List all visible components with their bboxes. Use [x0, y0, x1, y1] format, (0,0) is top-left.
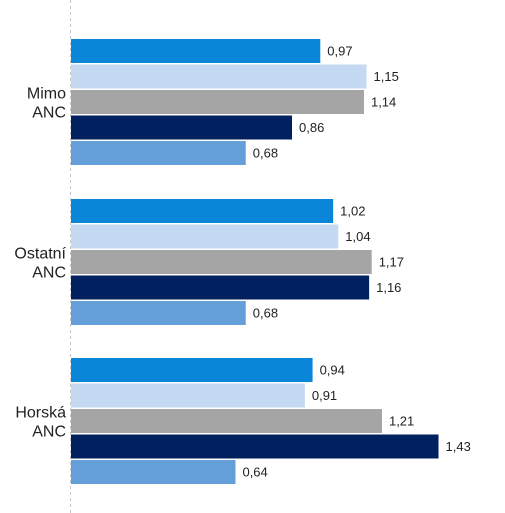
value-label-3-2: 0,91: [312, 388, 337, 403]
value-label-3-3: 1,21: [389, 414, 414, 429]
value-label-3-1: 0,94: [320, 363, 345, 378]
category-label-3-line-2: ANC: [32, 423, 66, 440]
category-label-2-line-2: ANC: [32, 264, 66, 281]
category-labels-group: Mimo ANC Ostatní ANC Horská ANC: [14, 85, 66, 440]
category-label-2-line-1: Ostatní: [14, 245, 66, 262]
value-label-2-5: 0,68: [253, 306, 278, 321]
bars-group: [71, 39, 439, 484]
bar-1-4: [71, 115, 293, 140]
bar-2-2: [71, 224, 339, 249]
category-label-1-line-1: Mimo: [27, 85, 66, 102]
value-label-1-3: 1,14: [371, 95, 396, 110]
value-label-2-4: 1,16: [376, 280, 401, 295]
bar-1-1: [71, 39, 321, 63]
bar-2-1: [71, 199, 334, 223]
value-label-1-1: 0,97: [327, 44, 352, 59]
category-label-1-line-2: ANC: [32, 104, 66, 121]
bar-3-1: [71, 358, 313, 382]
bar-1-5: [71, 141, 246, 165]
bar-3-2: [71, 383, 305, 408]
value-label-1-5: 0,68: [253, 146, 278, 161]
value-label-1-4: 0,86: [299, 120, 324, 135]
value-label-3-5: 0,64: [242, 465, 267, 480]
bar-3-5: [71, 460, 236, 484]
category-label-3-line-1: Horská: [15, 404, 66, 421]
bar-3-3: [71, 409, 382, 433]
value-label-2-3: 1,17: [379, 255, 404, 270]
bar-1-3: [71, 90, 364, 114]
bar-1-2: [71, 64, 367, 89]
value-label-2-2: 1,04: [345, 229, 370, 244]
bar-3-4: [71, 434, 439, 459]
value-label-2-1: 1,02: [340, 204, 365, 219]
value-label-3-4: 1,43: [446, 439, 471, 454]
value-label-1-2: 1,15: [374, 69, 399, 84]
bar-2-5: [71, 301, 246, 325]
value-labels-group: 0,97 1,15 1,14 0,86 0,68 1,02 1,04 1,17 1,16 0,68…: [242, 44, 470, 480]
bar-2-3: [71, 250, 372, 274]
bar-2-4: [71, 275, 370, 300]
